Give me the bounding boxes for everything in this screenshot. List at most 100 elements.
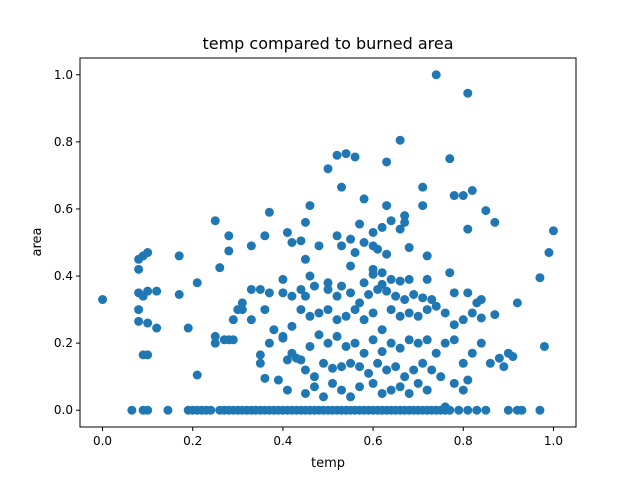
data-point	[273, 375, 283, 385]
data-point	[517, 405, 527, 415]
x-axis-label: temp	[311, 456, 345, 471]
data-point	[377, 388, 387, 398]
data-point	[314, 241, 324, 251]
data-point	[400, 211, 410, 221]
data-point	[440, 338, 450, 348]
x-tick-label: 0.0	[93, 434, 112, 448]
data-point	[400, 372, 410, 382]
data-point	[458, 191, 468, 201]
data-point	[260, 373, 270, 383]
data-point	[346, 392, 356, 402]
data-point	[386, 305, 396, 315]
data-point	[355, 362, 365, 372]
data-point	[359, 315, 369, 325]
data-point	[409, 290, 419, 299]
data-point	[395, 135, 405, 145]
data-point	[413, 311, 423, 321]
data-point	[143, 318, 153, 328]
data-point	[458, 385, 468, 395]
data-point	[346, 288, 356, 298]
data-point	[364, 290, 374, 299]
data-point	[337, 241, 347, 251]
data-point	[472, 405, 482, 415]
data-point	[282, 355, 292, 365]
data-point	[395, 276, 405, 286]
y-tick-label: 1.0	[54, 68, 73, 82]
data-point	[134, 264, 144, 274]
data-point	[260, 231, 270, 241]
data-point	[332, 231, 342, 241]
data-point	[305, 311, 315, 321]
data-point	[300, 291, 310, 301]
data-point	[445, 154, 455, 164]
data-point	[422, 274, 432, 284]
data-point	[512, 298, 522, 308]
data-point	[291, 353, 301, 363]
data-point	[467, 308, 477, 318]
data-point	[400, 217, 410, 227]
data-point	[163, 405, 173, 415]
data-point	[260, 305, 270, 315]
data-point	[350, 305, 360, 315]
data-point	[476, 313, 486, 323]
data-point	[314, 330, 324, 340]
data-point	[404, 335, 414, 345]
data-point	[422, 385, 432, 395]
data-point	[224, 246, 234, 256]
data-point	[210, 331, 220, 341]
data-point	[300, 217, 310, 227]
data-point	[404, 308, 414, 318]
data-point	[481, 206, 491, 216]
data-point	[332, 150, 342, 160]
data-point	[318, 358, 328, 368]
data-point	[368, 227, 378, 237]
data-point	[499, 362, 509, 372]
data-point	[391, 291, 401, 301]
data-point	[337, 182, 347, 192]
data-point	[210, 338, 220, 348]
data-point	[192, 278, 202, 288]
x-tick-label: 0.4	[273, 434, 292, 448]
x-tick-label: 0.8	[454, 434, 473, 448]
data-point	[323, 338, 333, 348]
data-point	[391, 362, 401, 372]
data-point	[431, 348, 441, 358]
data-point	[476, 295, 486, 305]
data-point	[395, 311, 405, 321]
data-point	[355, 219, 365, 229]
y-tick-label: 0.6	[54, 202, 73, 216]
data-point	[314, 308, 324, 318]
data-point	[458, 315, 468, 325]
data-point	[467, 186, 477, 195]
data-point	[548, 226, 558, 236]
data-point	[422, 251, 432, 261]
data-point	[368, 335, 378, 345]
data-point	[300, 365, 310, 375]
data-point	[544, 248, 554, 258]
data-point	[463, 88, 473, 98]
data-point	[323, 284, 333, 294]
data-point	[458, 358, 468, 368]
data-point	[440, 308, 450, 318]
data-point	[418, 358, 428, 368]
data-point	[341, 311, 351, 321]
data-point	[445, 405, 455, 415]
data-point	[494, 353, 504, 363]
data-point	[264, 338, 274, 348]
data-point	[395, 224, 405, 234]
data-point	[364, 368, 374, 378]
data-point	[359, 348, 369, 358]
data-point	[332, 331, 342, 341]
data-point	[463, 405, 473, 415]
data-point	[318, 392, 328, 402]
x-tick-label: 0.6	[364, 434, 383, 448]
data-point	[386, 338, 396, 348]
data-point	[278, 333, 288, 343]
data-point	[395, 343, 405, 353]
plot-frame	[79, 57, 577, 428]
data-point	[255, 358, 265, 368]
data-point	[346, 261, 356, 271]
data-point	[377, 222, 387, 232]
data-point	[228, 315, 238, 325]
data-point	[386, 216, 396, 226]
